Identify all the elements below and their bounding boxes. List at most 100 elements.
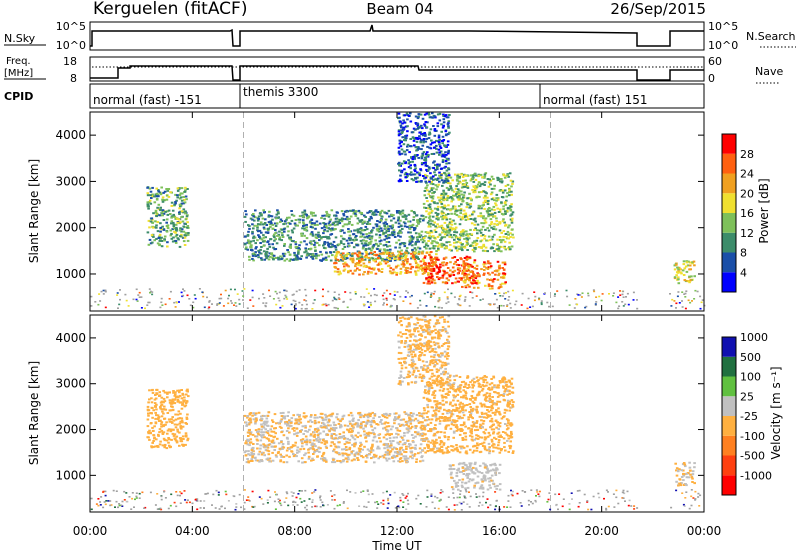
data-cell [265,250,269,253]
data-cell [378,455,382,458]
data-cell [394,417,397,420]
data-cell [448,182,452,185]
data-cell [404,139,407,142]
data-cell [268,457,272,460]
data-cell [375,228,379,231]
data-cell [184,434,188,437]
data-cell [508,189,511,192]
data-cell [444,160,448,162]
data-cell [244,220,247,223]
data-cell [373,413,377,415]
data-cell [476,183,480,186]
data-cell [412,137,416,140]
data-cell [398,211,401,214]
data-cell [186,226,189,229]
data-cell [252,453,256,455]
data-cell [406,420,409,423]
data-cell [435,217,438,220]
data-cell [165,225,169,227]
data-cell [176,430,180,433]
data-cell [502,235,505,238]
ground-scatter-cell [459,294,462,297]
data-cell [150,446,154,449]
ground-scatter-cell [433,290,436,293]
data-cell [458,177,461,180]
data-cell [370,421,374,424]
data-cell [184,189,187,192]
data-cell [342,459,345,462]
data-cell [366,236,370,239]
data-cell [419,168,422,171]
data-cell [279,459,283,462]
data-cell [161,431,164,434]
data-cell [459,209,463,212]
data-cell [186,214,189,217]
data-cell [269,428,272,431]
data-cell [475,239,479,242]
data-cell [304,461,307,464]
data-cell [267,443,271,446]
data-cell [432,447,435,450]
data-cell [454,187,458,190]
data-cell [398,451,402,453]
ground-scatter-cell [593,290,596,293]
data-cell [435,250,438,253]
data-cell [413,247,417,250]
data-cell [379,262,383,265]
data-cell [385,416,389,419]
data-cell [460,203,463,206]
data-cell [360,424,363,427]
data-cell [402,160,406,163]
ground-scatter-cell [506,305,509,307]
data-cell [424,163,427,166]
data-cell [160,408,163,411]
ground-scatter-cell [482,298,484,300]
data-cell [502,268,506,271]
data-cell [279,218,283,221]
data-cell [303,441,307,444]
data-cell [488,452,491,455]
data-cell [274,454,278,457]
data-cell [287,230,290,233]
ground-scatter-cell [117,307,119,309]
data-cell [333,270,337,273]
data-cell [424,153,428,156]
data-cell [187,395,190,398]
data-cell [488,273,491,276]
data-cell [162,408,166,411]
data-cell [461,198,464,201]
data-cell [449,209,452,212]
data-cell [437,136,441,139]
data-cell [393,236,397,238]
data-cell [421,214,425,217]
data-cell [346,424,350,427]
data-cell [466,186,470,189]
data-cell [259,444,262,447]
data-cell [339,424,343,427]
data-cell [262,426,266,429]
data-cell [462,185,466,188]
ground-scatter-cell [426,291,429,294]
data-cell [384,421,387,424]
ground-scatter-cell [540,300,543,302]
data-cell [176,196,179,199]
data-cell [254,209,257,212]
data-cell [456,188,460,191]
data-cell [408,263,412,266]
data-cell [308,253,312,255]
ground-scatter-cell [164,303,167,306]
data-cell [484,217,488,220]
data-cell [465,182,469,184]
data-cell [419,260,423,263]
data-cell [267,438,270,441]
data-cell [148,438,151,441]
data-cell [483,235,487,238]
data-cell [360,232,363,235]
data-cell [493,233,496,236]
data-cell [479,443,482,445]
data-cell [400,453,403,456]
ground-scatter-cell [382,304,385,306]
ground-scatter-cell [220,297,223,300]
data-cell [170,418,173,421]
data-cell [384,221,387,224]
